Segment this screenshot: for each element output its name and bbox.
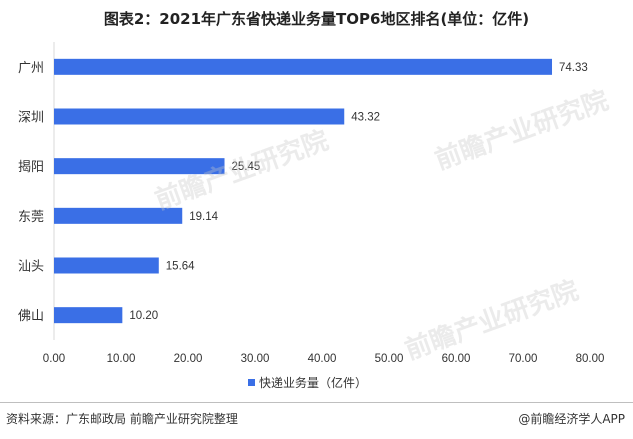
bar-chart: 广州 74.33 深圳 43.32 揭阳 25.45 东莞 19.14 汕头 15.64 佛山 10.… (18, 42, 605, 390)
x-tick-label: 10.00 (107, 353, 136, 365)
bar (54, 307, 123, 324)
data-label: 43.32 (351, 112, 380, 124)
chart-title: 图表2：2021年广东省快递业务量TOP6地区排名(单位：亿件) (103, 10, 530, 28)
category-label: 深圳 (18, 111, 44, 126)
bar (54, 58, 553, 75)
data-label: 10.20 (129, 310, 158, 322)
legend-swatch (248, 379, 255, 386)
x-tick-label: 30.00 (241, 353, 270, 365)
category-label: 广州 (18, 61, 44, 76)
category-label: 汕头 (18, 260, 44, 275)
footer-divider (0, 402, 633, 403)
x-tick-label: 40.00 (308, 353, 337, 365)
data-label: 15.64 (166, 261, 195, 273)
x-tick-label: 60.00 (442, 353, 471, 365)
data-label: 25.45 (232, 161, 261, 173)
bar (54, 207, 183, 224)
category-label: 佛山 (18, 309, 44, 324)
data-label: 19.14 (189, 211, 218, 223)
x-tick-label: 0.00 (43, 353, 65, 365)
x-tick-label: 50.00 (375, 353, 404, 365)
x-tick-label: 80.00 (576, 353, 605, 365)
bar (54, 108, 345, 125)
category-label: 揭阳 (18, 160, 44, 175)
bar (54, 257, 159, 274)
x-tick-label: 70.00 (509, 353, 538, 365)
category-label: 东莞 (18, 210, 44, 225)
brand-credit: @前瞻经济学人APP (518, 412, 625, 426)
bar (54, 158, 225, 175)
source-note: 资料来源：广东邮政局 前瞻产业研究院整理 (6, 412, 238, 426)
x-tick-label: 20.00 (174, 353, 203, 365)
data-label: 74.33 (559, 62, 588, 74)
legend-label: 快递业务量（亿件） (259, 375, 367, 390)
